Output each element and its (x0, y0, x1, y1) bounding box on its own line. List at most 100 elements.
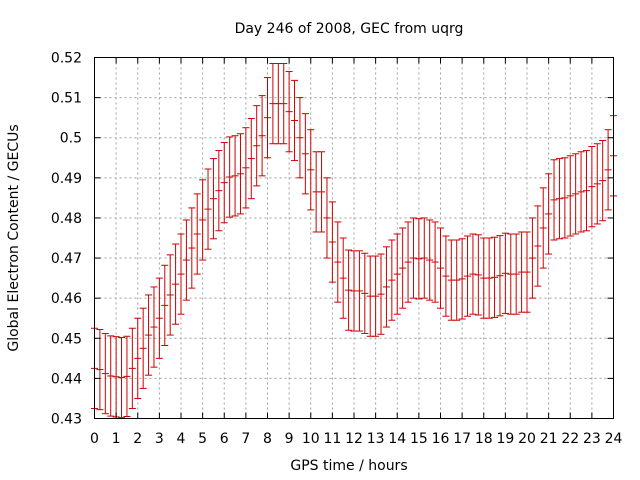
error-bar (101, 332, 109, 415)
x-tick-label: 5 (198, 431, 207, 447)
error-bar (577, 151, 585, 233)
error-bar (377, 253, 385, 335)
y-tick-label: 0.48 (51, 211, 82, 227)
error-bar (253, 105, 261, 187)
error-bar (399, 227, 407, 309)
error-bar (453, 239, 461, 321)
error-bar (307, 129, 315, 211)
error-bar (264, 77, 271, 159)
error-bar (193, 193, 201, 275)
x-tick-label: 23 (583, 431, 601, 447)
error-bar (345, 249, 353, 331)
error-bar (588, 146, 596, 228)
error-bar (604, 129, 612, 211)
error-bar (247, 117, 255, 200)
x-tick-label: 16 (432, 431, 450, 447)
error-bar (226, 136, 234, 218)
error-bar (469, 233, 477, 315)
error-bar (442, 235, 450, 317)
error-bar (437, 227, 444, 309)
y-tick-label: 0.51 (51, 91, 82, 107)
error-bar (118, 336, 126, 419)
y-tick-label: 0.46 (51, 291, 82, 307)
error-bar (150, 286, 158, 368)
x-tick-label: 11 (323, 431, 341, 447)
y-axis-label: Global Electron Content / GECUs (6, 124, 22, 351)
error-bar (458, 238, 466, 320)
error-bar (231, 135, 239, 217)
error-bar (464, 235, 472, 317)
error-bar (318, 151, 326, 233)
error-bars (91, 63, 617, 419)
error-bar (491, 236, 499, 318)
error-bar (485, 237, 493, 319)
grid (94, 57, 614, 419)
error-bar (539, 187, 547, 269)
error-bar (572, 153, 580, 235)
x-tick-label: 22 (561, 431, 579, 447)
error-bar (361, 252, 369, 334)
error-bar (323, 177, 331, 259)
error-bar (388, 239, 396, 321)
error-bar (550, 159, 558, 241)
error-bar (582, 150, 590, 232)
x-tick-label: 13 (367, 431, 385, 447)
error-bar (528, 217, 536, 299)
error-bar (128, 327, 136, 409)
error-bar (296, 97, 304, 179)
x-tick-label: 8 (263, 431, 272, 447)
error-bar (220, 142, 228, 224)
y-tick-label: 0.44 (51, 371, 82, 387)
error-bar (242, 127, 250, 209)
error-bar (204, 168, 212, 250)
error-bar (188, 207, 196, 289)
error-bar (372, 255, 380, 337)
x-tick-label: 0 (90, 431, 99, 447)
error-bar (334, 221, 342, 303)
y-tick-label: 0.43 (51, 412, 82, 428)
error-bar (215, 150, 223, 232)
x-tick-label: 19 (496, 431, 514, 447)
error-bar (382, 246, 390, 328)
x-tick-label: 20 (518, 431, 536, 447)
error-bar (172, 243, 180, 325)
chart-title: Day 246 of 2008, GEC from uqrg (235, 21, 464, 37)
error-bar (236, 133, 244, 215)
x-tick-label: 6 (220, 431, 229, 447)
x-tick-labels: 0 1 2 3 4 5 6 7 8 9 10 11 12 13 14 15 16 17 18 19 20 21 22 23 24 (90, 431, 622, 447)
error-bar (161, 264, 169, 346)
error-bar (139, 307, 147, 389)
x-tick-label: 15 (410, 431, 428, 447)
error-bar (404, 221, 412, 303)
x-tick-label: 9 (285, 431, 294, 447)
error-bar (420, 217, 428, 299)
error-bar (301, 113, 309, 195)
x-tick-label: 21 (540, 431, 558, 447)
error-bar (474, 234, 482, 316)
error-bar (339, 237, 347, 319)
x-tick-label: 12 (345, 431, 363, 447)
error-bar (107, 335, 115, 417)
error-bar (166, 254, 174, 336)
x-tick-label: 7 (241, 431, 250, 447)
x-tick-label: 1 (112, 431, 121, 447)
error-bar (112, 336, 120, 418)
error-bar (534, 205, 542, 287)
error-bar (545, 173, 553, 255)
x-tick-label: 18 (475, 431, 493, 447)
y-tick-label: 0.47 (51, 251, 82, 267)
error-bar (415, 218, 423, 300)
error-bar (291, 79, 299, 162)
error-bar (501, 232, 509, 314)
error-bar (523, 231, 531, 313)
error-bar (258, 95, 266, 177)
x-tick-label: 24 (605, 431, 623, 447)
error-bar (182, 219, 190, 301)
x-tick-label: 17 (453, 431, 471, 447)
y-tick-labels: 0.43 0.44 0.45 0.46 0.47 0.48 0.49 0.5 0.51 0.52 (51, 51, 82, 428)
x-axis-label: GPS time / hours (290, 458, 407, 474)
axis-ticks (94, 57, 614, 419)
x-tick-label: 2 (133, 431, 142, 447)
error-bar (561, 157, 569, 239)
x-tick-label: 4 (177, 431, 186, 447)
